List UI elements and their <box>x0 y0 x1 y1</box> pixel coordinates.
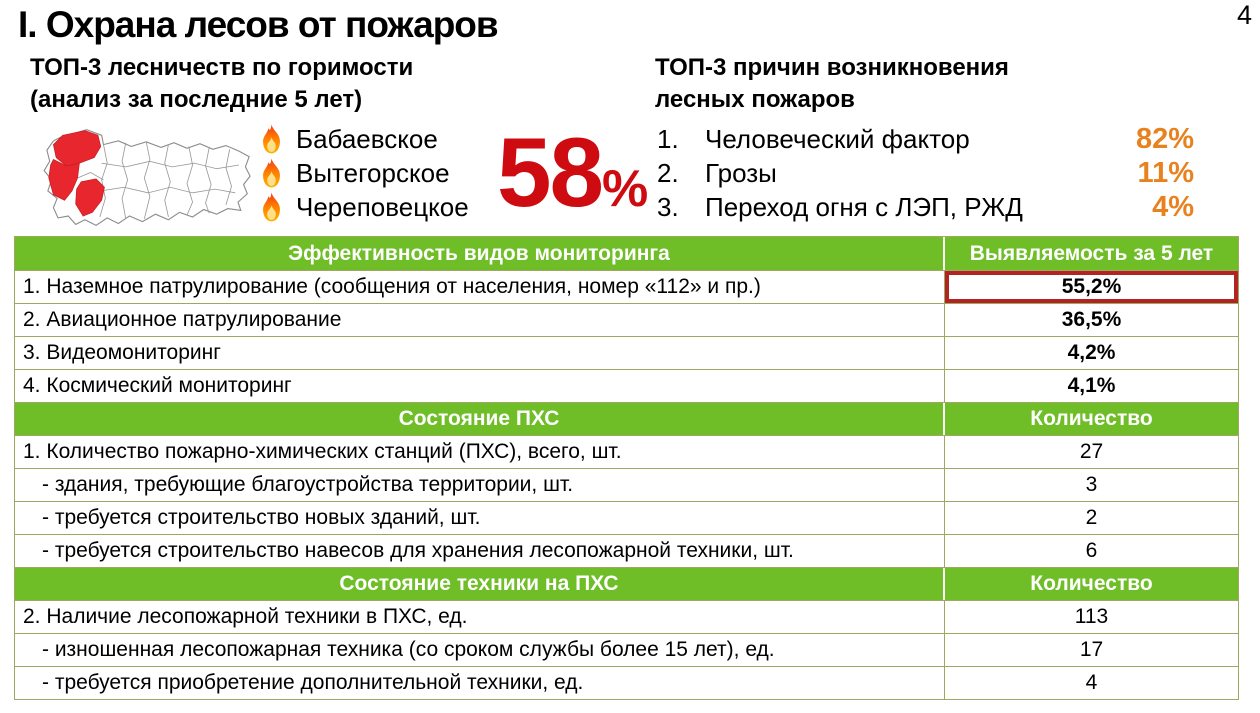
cause-item: 2. Грозы 11% <box>657 156 1194 190</box>
table-row: - здания, требующие благоустройства терр… <box>15 468 1238 501</box>
section-header-label: Состояние ПХС <box>15 403 945 435</box>
top-right-heading-line1: ТОП-3 причин возникновения <box>655 54 1009 81</box>
section-header-value: Количество <box>1030 407 1153 430</box>
table-row: 1. Наземное патрулирование (сообщения от… <box>15 270 1238 303</box>
fire-icon <box>263 158 280 188</box>
table-row-label: - требуется строительство навесов для хр… <box>15 535 945 567</box>
cause-item: 3. Переход огня с ЛЭП, РЖД 4% <box>657 190 1194 224</box>
table-row-value: 36,5% <box>1061 308 1122 331</box>
cause-value: 11% <box>1137 156 1194 189</box>
forestry-item: Череповецкое <box>258 190 469 224</box>
table-row-value: 4,2% <box>1067 341 1116 364</box>
table-row-label: 1. Количество пожарно-химических станций… <box>15 436 945 468</box>
table-row-value: 4 <box>1085 671 1098 694</box>
top-left-heading-line2: (анализ за последние 5 лет) <box>30 86 363 113</box>
monitoring-table: Эффективность видов мониторинга Выявляемо… <box>14 236 1239 700</box>
burn-share-number: 58 <box>497 117 604 227</box>
causes-list: 1. Человеческий фактор 82% 2. Грозы 11% 3. Пере… <box>657 122 1194 224</box>
page-title: I. Охрана лесов от пожаров <box>18 4 499 45</box>
section-header-value: Количество <box>1030 572 1153 595</box>
table-row-label: - здания, требующие благоустройства терр… <box>15 469 945 501</box>
table-row-label: 2. Наличие лесопожарной техники в ПХС, е… <box>15 601 945 633</box>
vologda-districts-map <box>43 129 251 226</box>
table-row-label: - изношенная лесопожарная техника (со ср… <box>15 634 945 666</box>
top-right-heading: ТОП-3 причин возникновения лесных пожаро… <box>655 52 1009 116</box>
table-row-value: 113 <box>1074 605 1109 628</box>
table-row-value: 4,1% <box>1067 374 1116 397</box>
burn-share-percent-sign: % <box>602 160 649 218</box>
forestry-name: Череповецкое <box>296 191 469 222</box>
forestry-item: Вытегорское <box>258 156 469 190</box>
forestry-list: Бабаевское Вытегорское Череповецкое <box>258 122 469 224</box>
cause-number: 1. <box>657 123 679 154</box>
forestry-name: Бабаевское <box>296 123 438 154</box>
table-section-header: Состояние ПХС Количество <box>15 402 1238 435</box>
cause-number: 2. <box>657 157 679 188</box>
section-header-label: Эффективность видов мониторинга <box>15 237 945 270</box>
cause-label: Грозы <box>705 157 777 188</box>
table-row-label: 3. Видеомониторинг <box>15 337 945 369</box>
table-row: 4. Космический мониторинг 4,1% <box>15 369 1238 402</box>
forestry-item: Бабаевское <box>258 122 469 156</box>
cause-value: 82% <box>1135 122 1194 155</box>
top-left-heading-line1: ТОП-3 лесничеств по горимости <box>30 54 414 81</box>
cause-number: 3. <box>657 191 679 222</box>
table-row-label: 2. Авиационное патрулирование <box>15 304 945 336</box>
table-row: 2. Наличие лесопожарной техники в ПХС, е… <box>15 600 1238 633</box>
cause-label: Переход огня с ЛЭП, РЖД <box>705 191 1023 222</box>
burn-share: 58% <box>497 122 648 222</box>
page-number: 4 <box>1236 0 1252 30</box>
table-row-value: 17 <box>1079 638 1104 661</box>
table-row: - требуется строительство навесов для хр… <box>15 534 1238 567</box>
cause-label: Человеческий фактор <box>705 123 970 154</box>
table-row: - изношенная лесопожарная техника (со ср… <box>15 633 1238 666</box>
section-header-value: Выявляемость за 5 лет <box>969 241 1214 265</box>
cause-item: 1. Человеческий фактор 82% <box>657 122 1194 156</box>
top-left-heading: ТОП-3 лесничеств по горимости (анализ за… <box>30 52 413 116</box>
table-row-label: - требуется строительство новых зданий, … <box>15 502 945 534</box>
table-section-header: Эффективность видов мониторинга Выявляемо… <box>15 237 1238 270</box>
table-row-label: 1. Наземное патрулирование (сообщения от… <box>15 271 945 303</box>
table-row-label: 4. Космический мониторинг <box>15 370 945 402</box>
table-row: 1. Количество пожарно-химических станций… <box>15 435 1238 468</box>
table-row-label: - требуется приобретение дополнительной … <box>15 667 945 699</box>
table-row: 3. Видеомониторинг 4,2% <box>15 336 1238 369</box>
table-row-value: 6 <box>1085 539 1098 562</box>
fire-icon <box>263 124 280 154</box>
top-right-heading-line2: лесных пожаров <box>655 86 855 113</box>
table-section-header: Состояние техники на ПХС Количество <box>15 567 1238 600</box>
table-row-value: 3 <box>1085 473 1098 496</box>
table-row: - требуется приобретение дополнительной … <box>15 666 1238 699</box>
section-header-label: Состояние техники на ПХС <box>15 568 945 600</box>
table-row: 2. Авиационное патрулирование 36,5% <box>15 303 1238 336</box>
forestry-name: Вытегорское <box>296 157 450 188</box>
table-row-value: 2 <box>1085 506 1098 529</box>
table-row-value: 55,2% <box>945 271 1238 303</box>
table-row: - требуется строительство новых зданий, … <box>15 501 1238 534</box>
table-row-value: 27 <box>1079 440 1104 463</box>
cause-value: 4% <box>1152 190 1194 223</box>
fire-icon <box>263 192 280 222</box>
